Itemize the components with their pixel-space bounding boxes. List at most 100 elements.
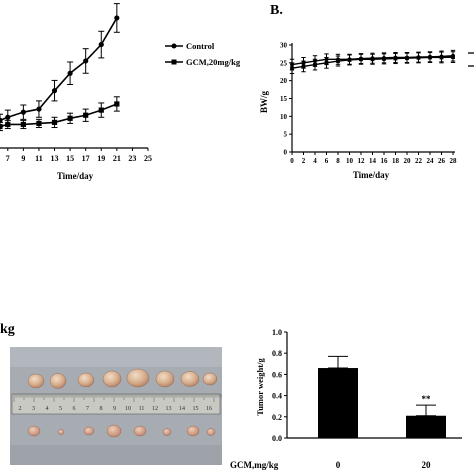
x-tick-label: 21 (113, 154, 121, 163)
x-tick-label: 14 (369, 157, 377, 165)
data-point (36, 106, 42, 112)
tumor-gcm (162, 428, 172, 436)
x-tick-label: 0 (290, 157, 294, 165)
x-tick-label: 10 (346, 157, 354, 165)
category-label: 0 (336, 460, 341, 470)
bar (318, 368, 358, 438)
x-axis-label: Time/day (353, 170, 390, 180)
series-2 (289, 51, 456, 75)
x-tick-label: 22 (415, 157, 423, 165)
x-tick-label: 11 (35, 154, 43, 163)
bar-group-20: ** 20 (406, 394, 446, 470)
x-tick-label: 6 (325, 157, 329, 165)
y-tick-label: 0.6 (272, 370, 282, 379)
data-point (359, 57, 363, 62)
x-tick-label: 16 (381, 157, 389, 165)
x-tick-label: 8 (336, 157, 340, 165)
data-point (451, 55, 455, 60)
data-point (428, 55, 432, 60)
category-label: 20 (422, 460, 432, 470)
error-bar (0, 121, 3, 132)
ruler-number: 10 (125, 406, 131, 412)
x-axis-label: GCM,mg/kg (230, 460, 279, 470)
x-tick-label: 20 (404, 157, 412, 165)
series-line (0, 17, 118, 122)
data-point (67, 70, 73, 76)
ruler-number: 16 (206, 406, 212, 412)
x-tick-label: 2 (302, 157, 306, 165)
tumor-control (49, 373, 67, 389)
data-point (313, 62, 317, 67)
bar (406, 415, 446, 438)
y-tick-label: 1.0 (272, 328, 282, 337)
tumor-control (180, 371, 200, 387)
data-point (416, 55, 421, 60)
legend-marker (171, 59, 177, 65)
tumor-gcm (133, 425, 147, 437)
ruler-number: 4 (46, 406, 49, 412)
error-bar (328, 355, 348, 369)
tumor-control (155, 370, 175, 388)
data-point (114, 101, 120, 107)
tumor-control (102, 370, 122, 388)
tumor-photo: 2 3 4 5 6 7 8 9 10 11 12 13 14 15 16 (10, 347, 222, 465)
ruler-number: 13 (166, 406, 172, 412)
significance-marker: ** (422, 394, 432, 404)
x-tick-label: 18 (392, 157, 400, 165)
data-point (0, 123, 3, 130)
data-point (347, 58, 352, 62)
ruler-number: 15 (193, 406, 199, 412)
tumor-control (126, 368, 150, 388)
tumor-gcm (206, 428, 216, 436)
ruler-number: 3 (32, 406, 35, 412)
data-point (36, 120, 42, 127)
data-point (98, 107, 104, 113)
tumor-control (77, 372, 95, 388)
y-tick-label: 0.0 (272, 434, 282, 443)
data-point (382, 57, 386, 61)
data-point (5, 121, 11, 128)
ruler-number: 2 (19, 406, 22, 412)
x-tick-label: 13 (51, 154, 59, 163)
data-point (439, 55, 444, 60)
y-axis-label: BW/g (259, 91, 269, 114)
ruler-number: 9 (113, 406, 116, 412)
y-axis-label: Tumor weight/g (255, 358, 265, 416)
x-tick-label: 4 (313, 157, 317, 165)
tumor-weight-chart: 0.00.20.40.60.81.0 0**20 Tumor weight/g … (230, 328, 462, 470)
ruler-number: 8 (100, 406, 103, 412)
legend-entry: GCM,20mg/kg (165, 57, 241, 67)
x-tick-label: 19 (97, 154, 105, 163)
data-point (370, 57, 375, 62)
bar-group-0: 0 (318, 355, 358, 470)
error-bar (416, 404, 436, 417)
x-axis-label: Time/day (57, 171, 94, 181)
y-tick-label: 0.4 (272, 392, 282, 401)
data-point (67, 115, 73, 121)
tumor-gcm (186, 425, 200, 437)
data-point (301, 64, 306, 69)
data-point (324, 60, 329, 65)
tumor-gcm (106, 424, 122, 438)
ruler-number: 14 (179, 406, 185, 412)
y-tick-label: 5 (284, 131, 288, 139)
x-tick-label: 9 (21, 154, 25, 163)
x-tick-label: 7 (6, 154, 10, 163)
tumor-volume-chart: 7 9 11 13 15 17 19 21 23 25 Control GCM,20mg/kg Ti… (0, 3, 241, 181)
data-point (20, 109, 26, 115)
ruler-number: 7 (86, 406, 89, 412)
data-point (336, 59, 340, 63)
data-point (290, 66, 294, 71)
ruler-number: 5 (59, 406, 62, 412)
ruler-number: 11 (139, 406, 145, 412)
panel-c-fragment-label: kg (0, 322, 15, 337)
tumor-gcm (83, 426, 95, 436)
data-point (20, 121, 26, 128)
data-point (51, 119, 58, 125)
legend-label: Control (186, 41, 215, 51)
y-tick-label: 25 (280, 59, 288, 67)
x-tick-label: 26 (438, 157, 446, 165)
x-tick-label: 25 (144, 154, 152, 163)
tumor-control (27, 373, 45, 389)
